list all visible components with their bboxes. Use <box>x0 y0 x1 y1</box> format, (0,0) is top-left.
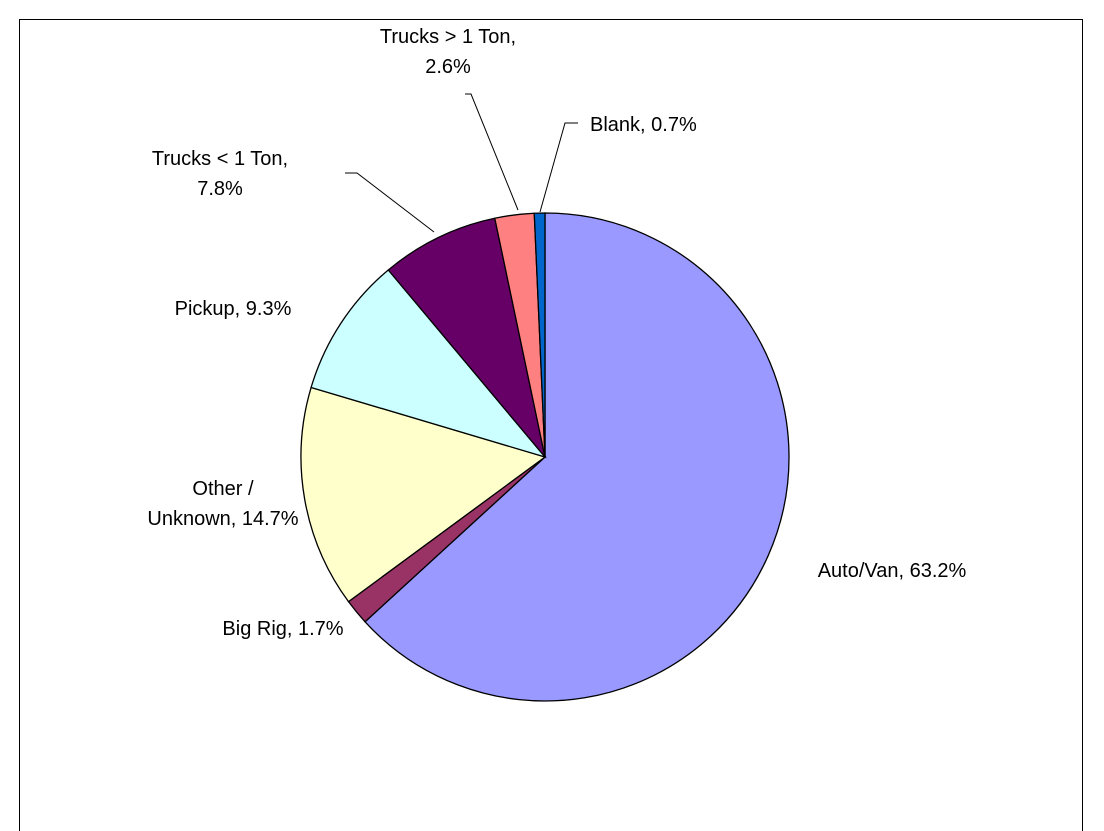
data-label-other-unknown: Other / Unknown, 14.7% <box>147 478 298 530</box>
data-label-trucks-1-ton: Trucks > 1 Ton, 2.6% <box>380 26 516 78</box>
data-label-big-rig: Big Rig, 1.7% <box>222 618 343 640</box>
leader-line-trucks-1-ton <box>465 93 519 211</box>
pie-slice-trucks-1-ton <box>387 217 546 458</box>
pie-slice-auto-van <box>364 212 790 702</box>
pie-slice-other-unknown <box>300 386 547 603</box>
pie-slice-pickup <box>310 269 547 459</box>
data-label-auto-van: Auto/Van, 63.2% <box>818 560 967 582</box>
leader-line-blank <box>539 122 578 213</box>
pie-slice-blank <box>533 212 546 458</box>
data-label-pickup: Pickup, 9.3% <box>175 298 292 320</box>
leader-line-trucks-1-ton <box>345 172 435 233</box>
data-label-trucks-1-ton: Trucks < 1 Ton, 7.8% <box>152 148 288 200</box>
chart-frame: Auto/Van, 63.2% Big Rig, 1.7% Other / Unkno… <box>19 19 1083 831</box>
pie-chart: Auto/Van, 63.2% Big Rig, 1.7% Other / Unkno… <box>147 26 967 702</box>
data-label-blank: Blank, 0.7% <box>590 114 697 136</box>
